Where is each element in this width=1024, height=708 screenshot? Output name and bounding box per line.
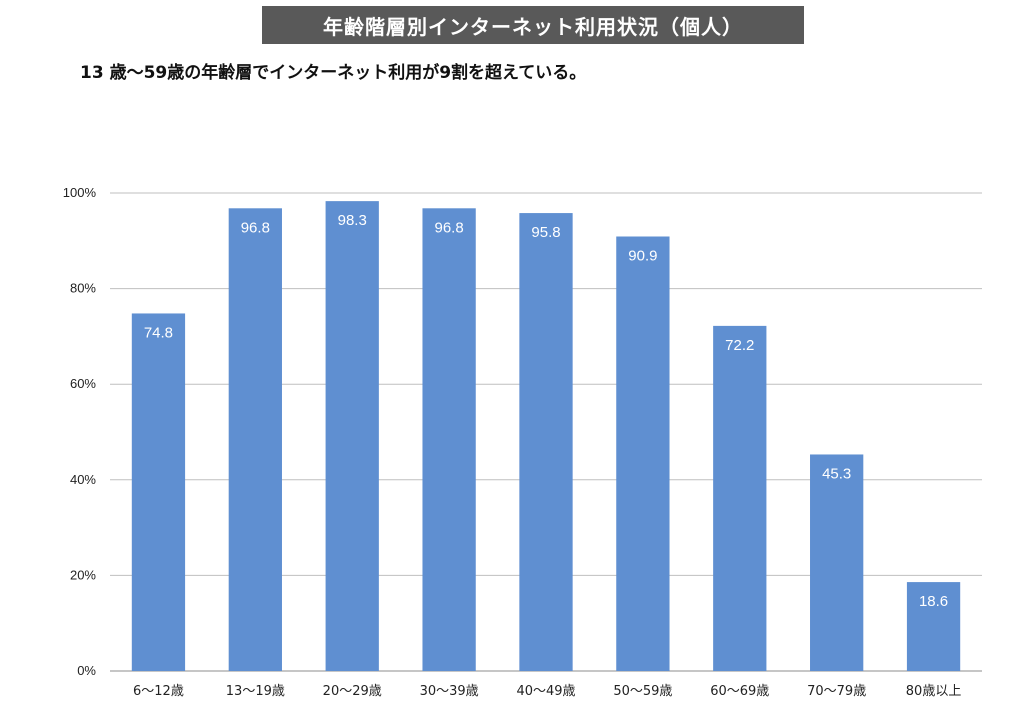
y-tick-label: 0% (77, 663, 96, 678)
bar (810, 454, 864, 671)
bar (713, 325, 767, 671)
category-label: 60～69歳 (710, 684, 769, 699)
data-label: 74.8 (144, 324, 173, 341)
y-tick-label: 40% (70, 472, 96, 487)
category-label: 80歳以上 (906, 684, 962, 699)
y-tick-label: 100% (63, 185, 97, 200)
data-label: 72.2 (725, 337, 754, 354)
bar (616, 236, 670, 672)
data-label: 18.6 (919, 593, 948, 610)
data-label: 96.8 (435, 219, 464, 236)
bar (131, 313, 186, 671)
category-label: 13～19歳 (226, 684, 285, 699)
category-label: 30～39歳 (420, 684, 479, 699)
category-label: 70～79歳 (807, 684, 866, 699)
bar (519, 213, 573, 672)
category-label: 6～12歳 (133, 684, 184, 699)
chart-subtitle: 13 歳～59歳の年齢層でインターネット利用が9割を超えている。 (80, 63, 587, 83)
y-tick-label: 20% (70, 567, 96, 582)
bar (228, 208, 282, 671)
bar (422, 208, 476, 671)
y-tick-label: 80% (70, 281, 96, 296)
chart-title: 年齢階層別インターネット利用状況（個人） (262, 6, 804, 44)
data-label: 90.9 (628, 247, 657, 264)
data-label: 98.3 (338, 212, 367, 229)
category-label: 50～59歳 (613, 684, 672, 699)
data-label: 95.8 (531, 224, 560, 241)
category-label: 40～49歳 (516, 684, 575, 699)
bar (906, 582, 961, 671)
category-label: 20～29歳 (323, 684, 382, 699)
data-label: 45.3 (822, 465, 851, 482)
data-label: 96.8 (241, 219, 270, 236)
y-tick-label: 60% (70, 376, 96, 391)
bar (325, 201, 379, 671)
